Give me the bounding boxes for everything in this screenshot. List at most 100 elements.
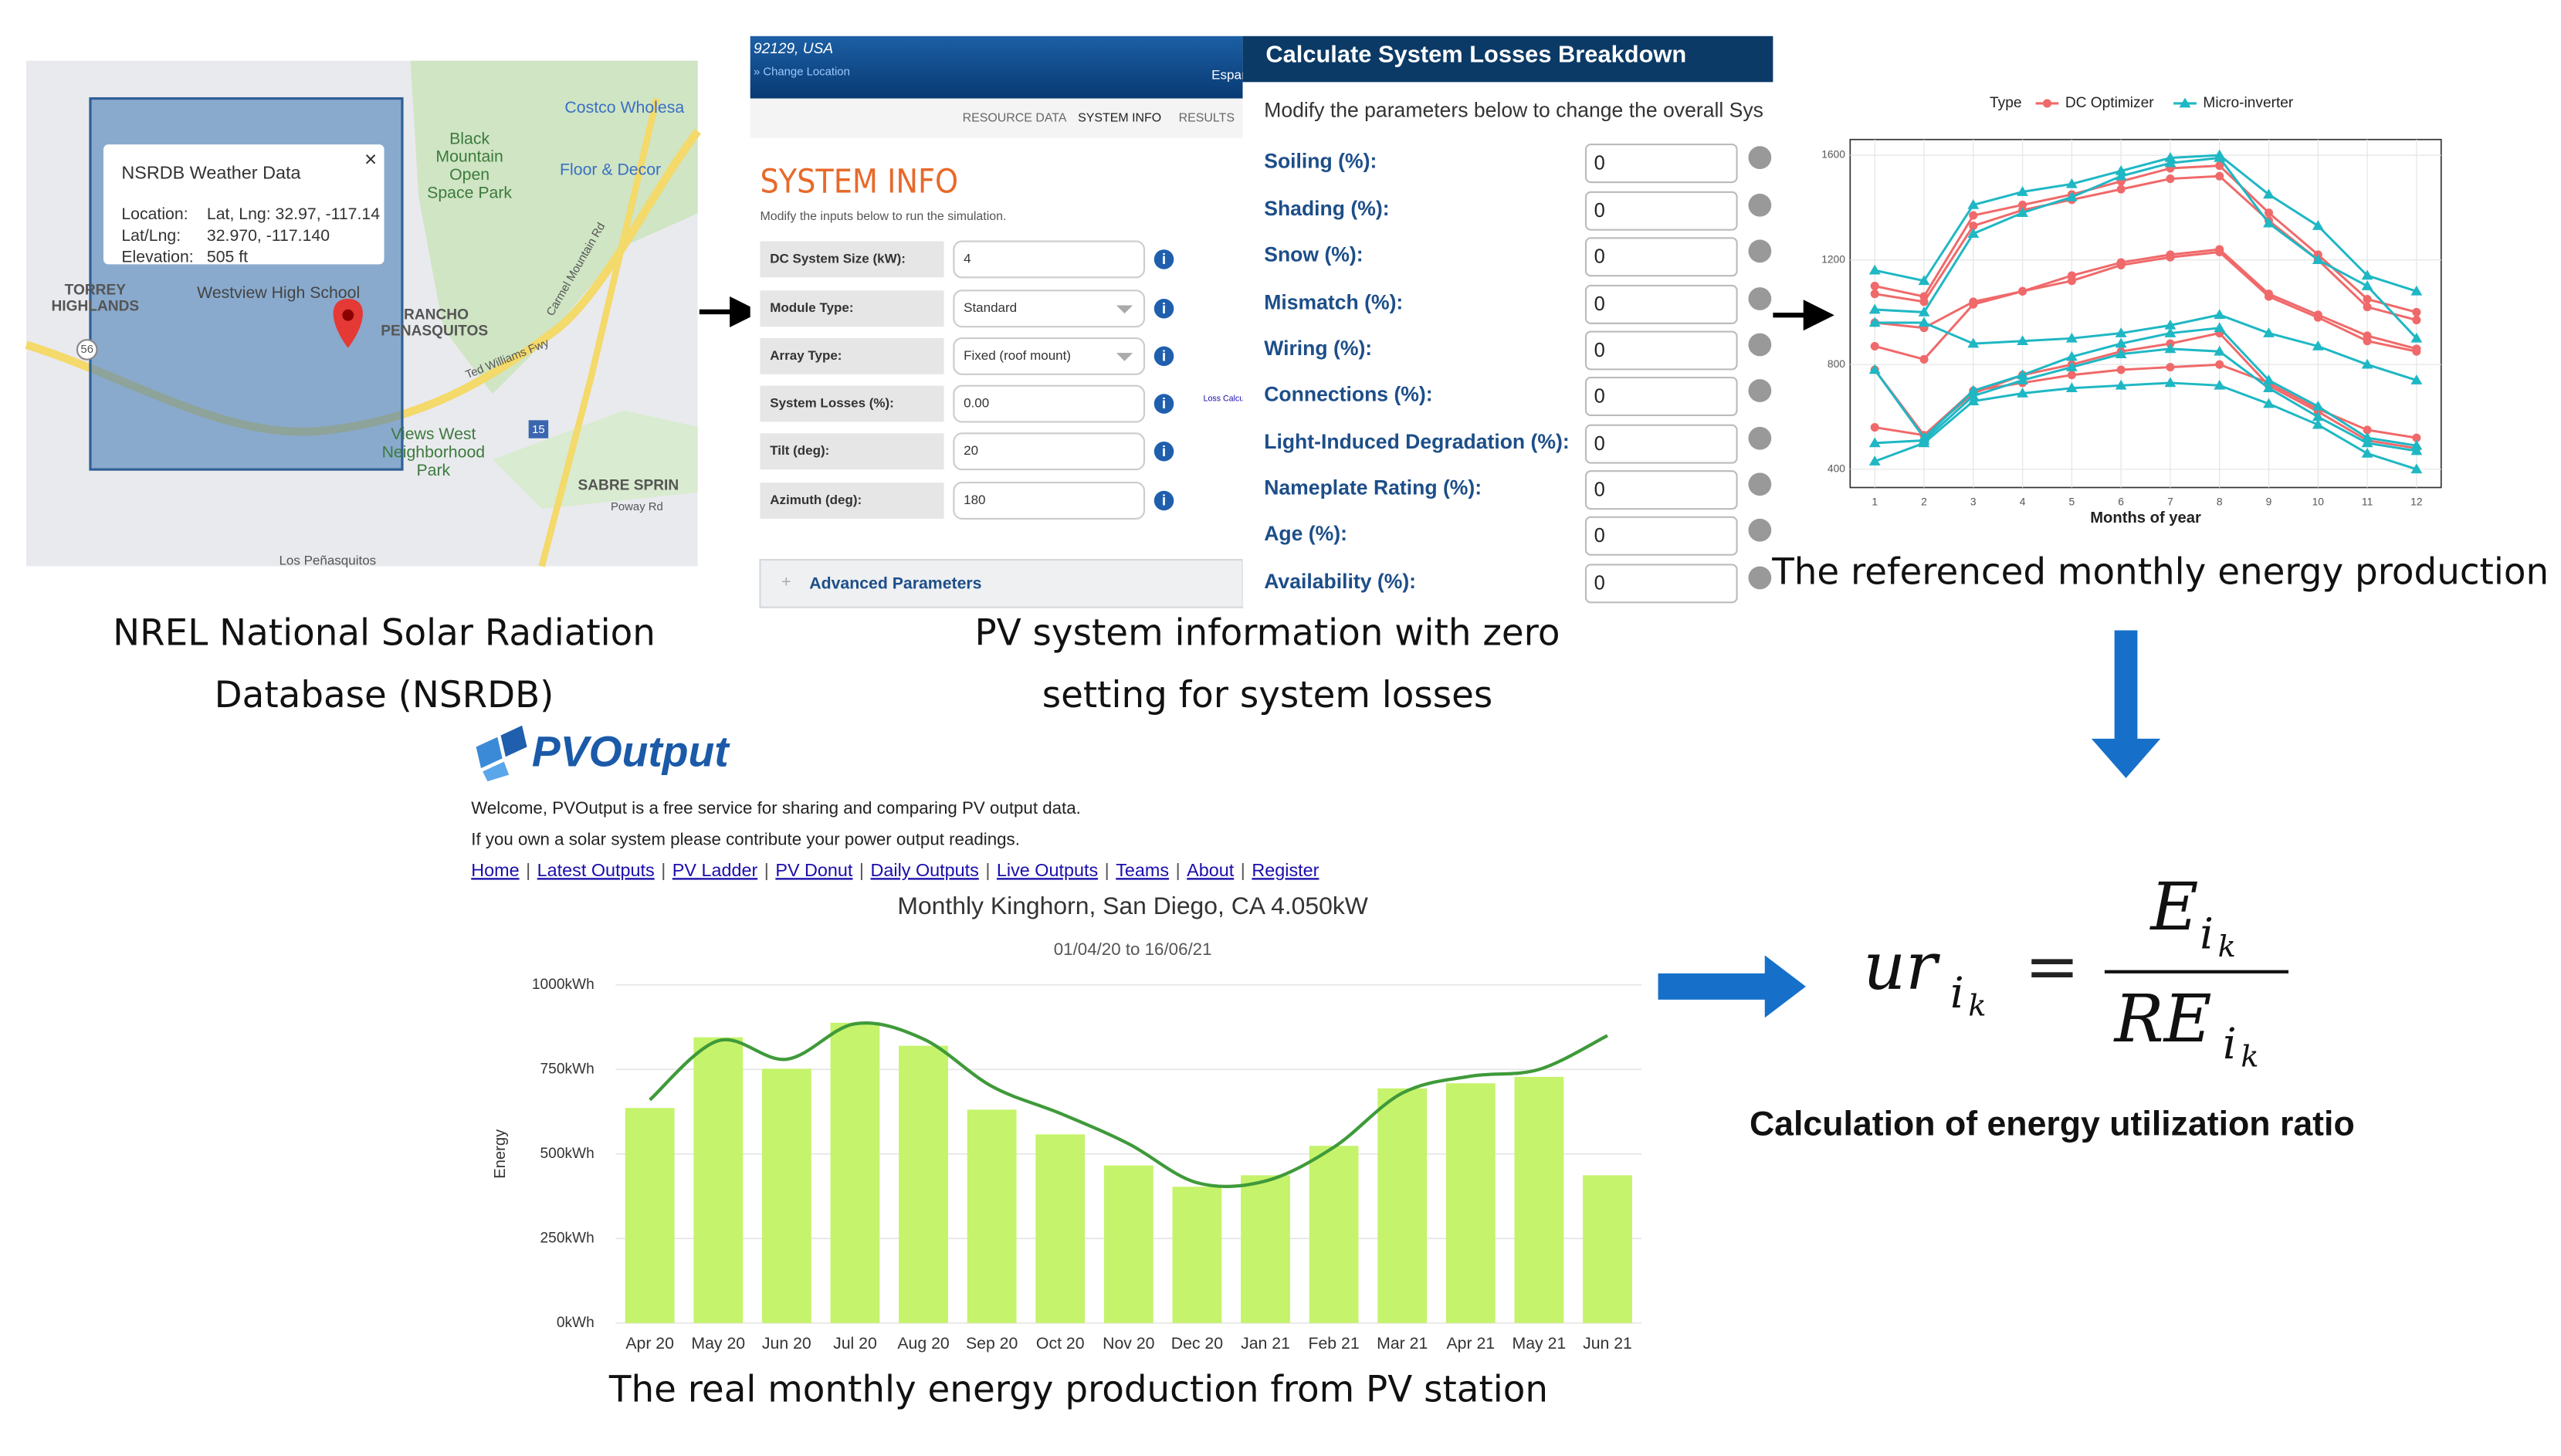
nav-link[interactable]: Latest Outputs [537, 860, 655, 880]
nav-link[interactable]: Teams [1116, 860, 1169, 880]
x-tick-label: May 21 [1513, 1334, 1567, 1353]
popup-value: 505 ft [207, 247, 248, 266]
nav-link[interactable]: PV Ladder [672, 860, 758, 880]
info-icon[interactable] [1153, 394, 1174, 414]
map-label: 56 [80, 344, 93, 356]
legend-label: Micro-inverter [2203, 95, 2294, 111]
marker [1868, 317, 1881, 327]
field-input[interactable] [1584, 144, 1738, 184]
marker [2313, 313, 2322, 322]
field-input[interactable] [1584, 470, 1738, 510]
info-i: i [1162, 493, 1166, 510]
nav-link[interactable]: Home [471, 860, 519, 880]
field-input[interactable] [953, 290, 1146, 328]
series-line [1874, 154, 2417, 293]
change-location[interactable]: » Change Location [754, 66, 850, 78]
map-label: Westview High School [197, 283, 360, 302]
info-icon[interactable] [1748, 239, 1772, 263]
dropdown-caret [1116, 305, 1133, 314]
field-input[interactable] [953, 432, 1146, 471]
field-input[interactable] [1584, 424, 1738, 464]
caption: The real monthly energy production from … [608, 1370, 1548, 1411]
info-icon[interactable] [1748, 566, 1772, 590]
field-input[interactable] [1584, 330, 1738, 371]
advanced-bar[interactable] [759, 558, 1244, 608]
info-icon[interactable] [1748, 518, 1772, 542]
field-input[interactable] [1584, 237, 1738, 277]
series-line [1874, 381, 2417, 471]
field-value: 4 [964, 251, 971, 266]
field-input[interactable] [953, 384, 1146, 423]
info-icon[interactable] [1748, 146, 1772, 170]
field-input[interactable] [1584, 564, 1738, 604]
popup-close[interactable]: × [364, 147, 377, 171]
map-pin[interactable] [333, 298, 363, 348]
field-input[interactable] [1584, 191, 1738, 231]
marker [2065, 361, 2078, 371]
info-icon[interactable] [1153, 346, 1174, 367]
info-icon[interactable] [1153, 441, 1174, 462]
field-input[interactable] [953, 337, 1146, 375]
info-icon[interactable] [1748, 193, 1772, 217]
y-tick-label: 1200 [1821, 252, 1845, 265]
x-tick-label: Nov 20 [1103, 1334, 1154, 1353]
dropdown-caret [1116, 353, 1133, 361]
marker [2361, 358, 2373, 369]
nav-link[interactable]: Live Outputs [997, 860, 1098, 880]
logo[interactable]: PVOutput [532, 728, 730, 776]
info-icon[interactable] [1748, 333, 1772, 357]
field-label: Wiring (%): [1264, 337, 1372, 360]
pvoutput-panel: PVOutput Welcome, PVOutput is a free ser… [471, 725, 1319, 880]
formula-subscript: i [1950, 969, 1964, 1018]
tab[interactable]: SYSTEM INFO [1078, 111, 1161, 124]
formula-equals: = [2024, 929, 2079, 1005]
field-input[interactable] [1584, 516, 1738, 556]
marker [1868, 437, 1881, 448]
field-label: Availability (%): [1264, 570, 1416, 593]
map-label: Los Peñasquitos [279, 554, 376, 568]
field-input[interactable] [953, 482, 1146, 520]
tab[interactable]: RESOURCE DATA [963, 111, 1067, 124]
formula-subscript: k [2241, 1039, 2258, 1074]
info-i: i [1162, 349, 1166, 365]
formula: ur i k = E i k RE i k [1863, 869, 2289, 1074]
map-label: Park [416, 461, 450, 479]
nav-link[interactable]: Register [1252, 860, 1319, 880]
info-icon[interactable] [1748, 287, 1772, 310]
marker [1969, 300, 1978, 309]
info-icon[interactable] [1153, 298, 1174, 319]
info-icon[interactable] [1748, 426, 1772, 450]
marker [2312, 254, 2324, 264]
nav-link[interactable]: Daily Outputs [871, 860, 979, 880]
info-icon[interactable] [1153, 249, 1174, 269]
y-tick-label: 250kWh [540, 1230, 595, 1246]
info-icon[interactable] [1748, 472, 1772, 496]
x-tick-label: 9 [2266, 495, 2272, 507]
route-shield [528, 420, 549, 438]
losses-panel: Calculate System Losses Breakdown Modify… [1242, 36, 1773, 608]
marker [2312, 220, 2324, 230]
nav-link[interactable]: PV Donut [775, 860, 853, 880]
advanced-label[interactable]: Advanced Parameters [809, 574, 981, 593]
popup [103, 144, 384, 265]
tab[interactable]: RESULTS [1179, 111, 1235, 124]
field-value: 0 [1594, 433, 1605, 455]
info-icon[interactable] [1153, 490, 1174, 511]
nav-link[interactable]: About [1187, 860, 1235, 880]
formula-numerator: E [2149, 869, 2198, 946]
marker [1967, 337, 1980, 348]
field-label-box [760, 433, 944, 470]
field-value: 0 [1594, 573, 1605, 594]
link-separator: | [1176, 860, 1181, 880]
link-separator: | [526, 860, 530, 880]
map-label: SABRE SPRIN [578, 477, 679, 493]
field-input[interactable] [1584, 284, 1738, 324]
x-tick-label: Mar 21 [1377, 1334, 1428, 1353]
trend-line [649, 1021, 1608, 1189]
tab-bar [750, 98, 1243, 138]
field-input[interactable] [953, 240, 1146, 279]
marker [2065, 178, 2078, 188]
info-icon[interactable] [1748, 379, 1772, 402]
field-input[interactable] [1584, 376, 1738, 417]
